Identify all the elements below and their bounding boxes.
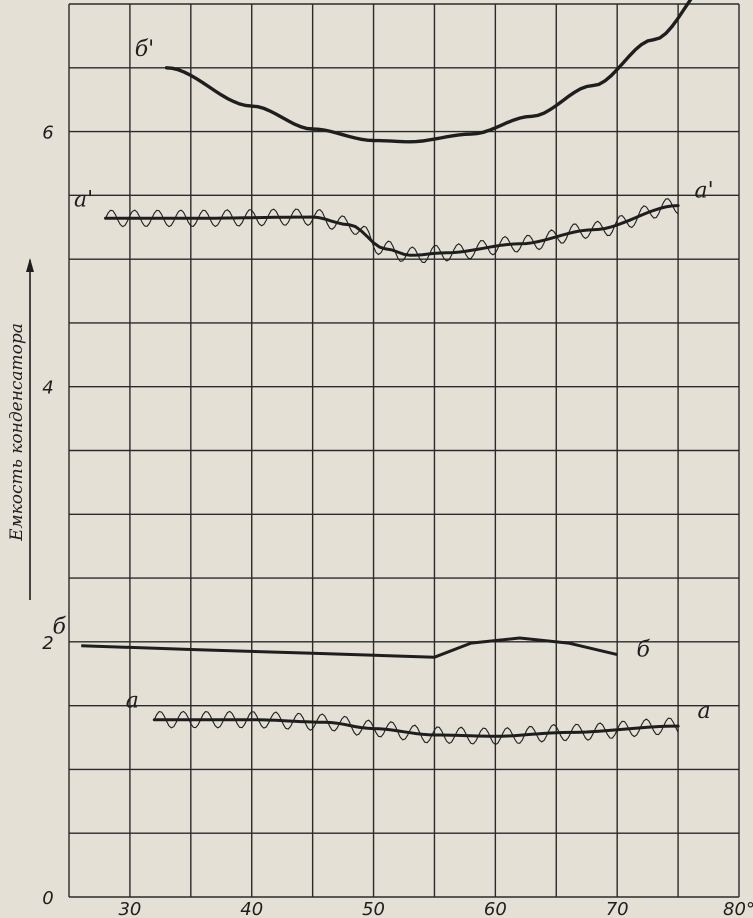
series-oscillation-а <box>153 710 679 746</box>
series-line-б-prime <box>164 0 693 144</box>
x-tick-label: 50 <box>362 899 385 918</box>
series-oscillation-а-prime <box>105 198 679 264</box>
curve-label-б-start: б <box>52 615 66 640</box>
y-axis-arrow-icon <box>26 258 34 272</box>
curve-label-б-prime-start: б' <box>135 37 154 62</box>
curve-label-а-prime-end: а' <box>695 179 714 204</box>
curve-label-а-prime-start: а' <box>74 187 93 212</box>
y-axis-title-group: Емкость конденсатора <box>7 258 34 600</box>
x-tick-label: 70 <box>606 899 629 918</box>
y-tick-label: 0 <box>42 888 53 909</box>
x-tick-label: 60 <box>484 899 507 918</box>
x-tick-label: 30 <box>118 899 141 918</box>
chart-grid <box>68 3 740 898</box>
y-axis-title: Емкость конденсатора <box>7 323 27 542</box>
x-tick-label: 80° <box>723 899 753 918</box>
curve-label-а-end: а <box>698 699 711 724</box>
series-line-а-prime <box>104 204 680 257</box>
y-tick-label: 4 <box>42 378 53 399</box>
x-tick-label: 40 <box>240 899 263 918</box>
series-line-а <box>152 718 680 738</box>
curve-label-а-start: а <box>126 689 139 714</box>
curve-label-б-end: б <box>636 638 650 663</box>
chart-curves <box>81 0 693 746</box>
chart-tick-labels: 30 40 50 60 70 80° 0 2 4 6 <box>42 123 753 918</box>
series-line-б <box>81 636 618 659</box>
y-tick-label: 2 <box>42 633 53 654</box>
y-tick-label: 6 <box>42 123 53 144</box>
